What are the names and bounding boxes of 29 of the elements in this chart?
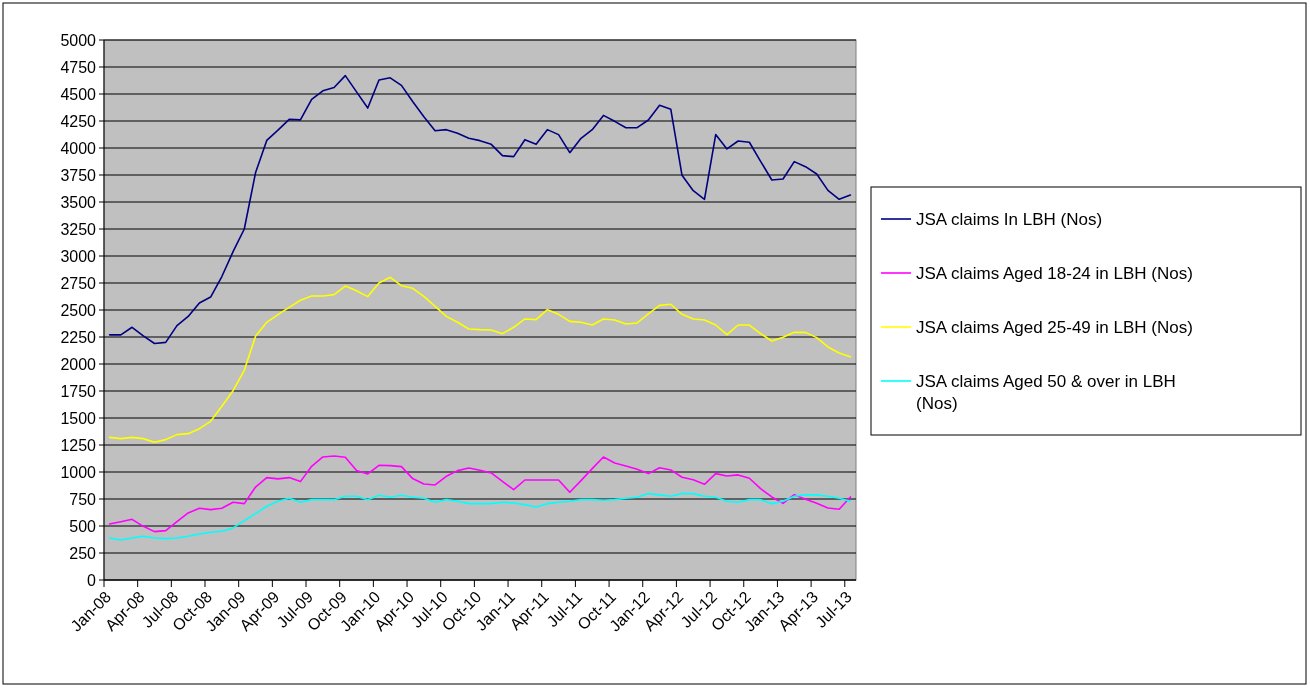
- line-series: [108, 276, 852, 444]
- y-tick-label: 3750: [60, 166, 97, 184]
- legend-label: JSA claims Aged 50 & over in LBH (Nos): [916, 371, 1176, 413]
- y-tick-label: 1750: [60, 382, 97, 400]
- line-series: [108, 455, 852, 533]
- y-tick-label: 1500: [60, 409, 97, 427]
- line-series: [108, 492, 852, 541]
- y-tick-label: 500: [69, 517, 97, 535]
- y-tick-label: 0: [87, 571, 97, 589]
- y-tick-label: 2750: [60, 274, 97, 292]
- y-tick-label: 4250: [60, 112, 97, 130]
- y-tick-label: 3500: [60, 193, 97, 211]
- y-tick-label: 4500: [60, 85, 97, 103]
- y-tick-label: 250: [69, 544, 97, 562]
- legend-label: JSA claims In LBH (Nos): [916, 209, 1103, 229]
- legend-label: JSA claims Aged 25-49 in LBH (Nos): [916, 317, 1193, 337]
- y-tick-label: 3000: [60, 247, 97, 265]
- y-tick-label: 5000: [60, 31, 97, 49]
- y-tick-label: 2250: [60, 328, 97, 346]
- y-tick-label: 1250: [60, 436, 97, 454]
- y-tick-label: 750: [69, 490, 97, 508]
- legend-label: JSA claims Aged 18-24 in LBH (Nos): [916, 263, 1193, 283]
- y-tick-label: 4750: [60, 58, 97, 76]
- line-series: [108, 74, 852, 345]
- y-tick-label: 3250: [60, 220, 97, 238]
- y-tick-label: 4000: [60, 139, 97, 157]
- y-tick-label: 1000: [60, 463, 97, 481]
- y-tick-label: 2000: [60, 355, 97, 373]
- y-tick-label: 2500: [60, 301, 97, 319]
